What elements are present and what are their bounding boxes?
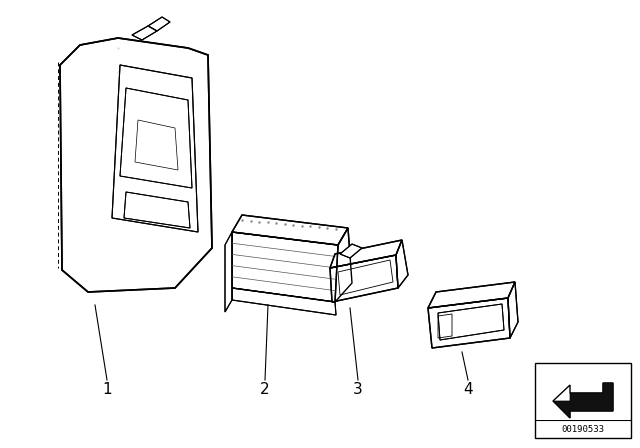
Polygon shape — [428, 298, 510, 348]
Text: 4: 4 — [463, 383, 473, 397]
Polygon shape — [225, 232, 232, 312]
Polygon shape — [124, 192, 190, 228]
Bar — [537, 365, 629, 420]
Polygon shape — [508, 282, 518, 338]
Polygon shape — [148, 17, 170, 31]
Polygon shape — [60, 38, 212, 292]
Polygon shape — [396, 240, 408, 288]
Polygon shape — [335, 228, 352, 302]
Polygon shape — [553, 383, 613, 418]
Bar — [535, 363, 631, 438]
Polygon shape — [330, 255, 398, 302]
Polygon shape — [112, 65, 198, 232]
Text: 1: 1 — [102, 383, 112, 397]
Polygon shape — [232, 288, 336, 315]
Polygon shape — [232, 232, 338, 302]
Text: 2: 2 — [260, 383, 270, 397]
Text: 3: 3 — [353, 383, 363, 397]
Polygon shape — [553, 383, 613, 418]
Polygon shape — [120, 88, 192, 188]
Polygon shape — [132, 26, 157, 40]
Polygon shape — [428, 282, 515, 308]
Polygon shape — [330, 240, 402, 268]
Polygon shape — [438, 304, 504, 340]
Polygon shape — [232, 215, 348, 245]
Polygon shape — [340, 244, 362, 258]
Text: 00190533: 00190533 — [561, 425, 605, 434]
